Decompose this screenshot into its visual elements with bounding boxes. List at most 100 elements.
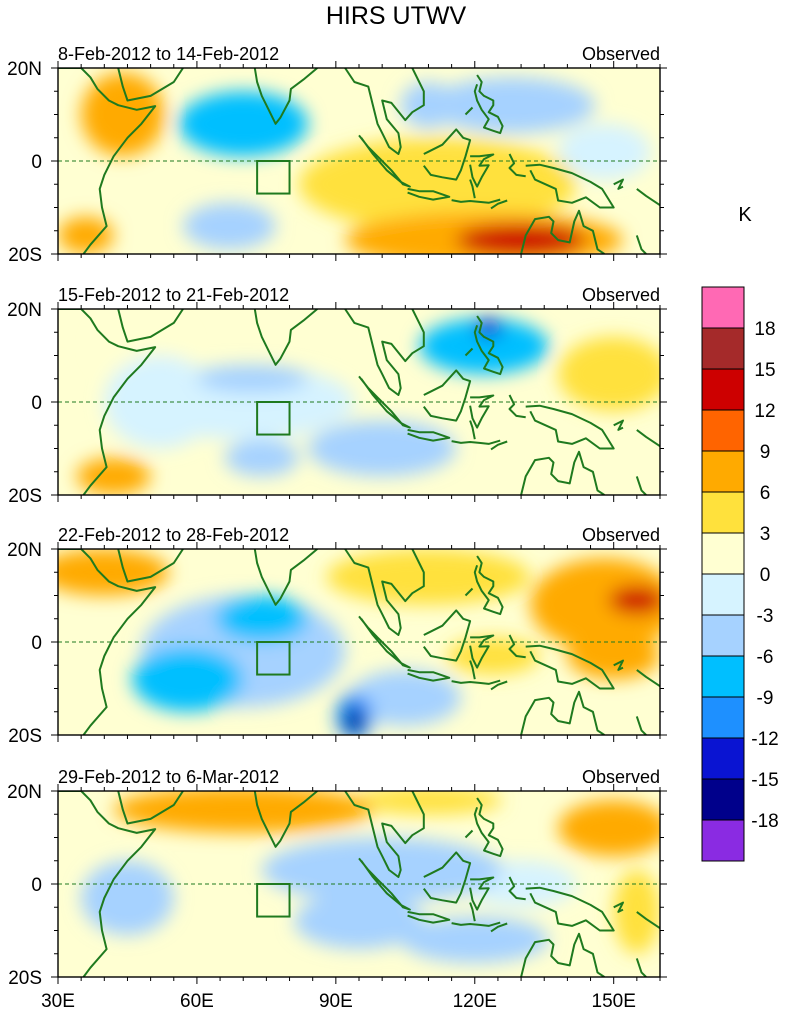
- coastline-lesser-sunda: [451, 679, 501, 685]
- coastline-sumatra: [358, 615, 411, 669]
- panel-observed-label: Observed: [582, 44, 660, 64]
- colorbar-tick-label: -18: [751, 811, 778, 832]
- coastline-india: [253, 309, 318, 366]
- colorbar-tick-label: -6: [757, 647, 774, 668]
- coastline-palawan: [464, 829, 474, 839]
- anomaly-blob: [474, 318, 503, 337]
- coastline-arabia: [117, 791, 184, 825]
- anomaly-blob: [456, 223, 586, 254]
- coastline-palawan: [464, 106, 474, 116]
- map-panel: 20N 0 20S 29-Feb-2012 to 6-Mar-2012 Observed: [7, 767, 667, 989]
- panel-observed-label: Observed: [582, 285, 660, 305]
- anomaly-blob: [76, 457, 151, 495]
- coastline-australia: [520, 932, 605, 977]
- colorbar-swatch: [701, 819, 745, 862]
- y-tick-label: 20S: [8, 726, 42, 747]
- colorbar-swatch: [701, 737, 745, 780]
- colorbar-swatch: [701, 696, 745, 739]
- colorbar-swatch: [701, 655, 745, 698]
- study-region-box: [256, 160, 291, 195]
- coastline-coral-sea: [635, 235, 647, 254]
- coastline-sulawesi-south: [469, 902, 476, 922]
- x-axis: 30E 60E 90E 120E 150E: [41, 991, 636, 1012]
- coastline-sumatra: [358, 134, 411, 188]
- panel-period-label: 8-Feb-2012 to 14-Feb-2012: [58, 44, 279, 64]
- coastline-coral-sea: [635, 716, 647, 735]
- coastline-halmahera: [508, 153, 526, 178]
- anomaly-blobs: [58, 549, 660, 735]
- map-panel: 20N 0 20S 15-Feb-2012 to 21-Feb-2012 Observe…: [7, 285, 667, 507]
- y-tick-label: 0: [31, 393, 42, 414]
- coastline-solomon-islands: [636, 911, 660, 930]
- anomaly-blob: [530, 558, 660, 652]
- anomaly-blob: [132, 646, 244, 712]
- y-tick-label: 0: [31, 633, 42, 654]
- anomaly-blob: [183, 202, 276, 250]
- coastline-new-britain: [613, 178, 624, 190]
- coastline-solomon-islands: [636, 669, 660, 688]
- y-tick-label: 20S: [8, 486, 42, 507]
- coastline-africa: [58, 68, 157, 254]
- anomaly-blob: [58, 549, 170, 596]
- y-tick-label: 20S: [8, 968, 42, 989]
- coastline-coral-sea: [635, 476, 647, 495]
- coastline-new-guinea: [525, 404, 615, 450]
- colorbar-swatch: [701, 614, 745, 657]
- anomaly-blob: [224, 439, 299, 477]
- colorbar: 18 15 12 9 6 3 0 -3 -6 -9 -12 -15 -18: [701, 286, 779, 862]
- y-tick-label: 0: [31, 152, 42, 173]
- coastline-indochina: [344, 309, 425, 396]
- y-tick-label: 0: [31, 875, 42, 896]
- colorbar-tick-label: 18: [754, 319, 775, 340]
- anomaly-blob: [326, 549, 531, 605]
- panel-period-label: 22-Feb-2012 to 28-Feb-2012: [58, 525, 289, 545]
- anomaly-blob: [354, 791, 503, 815]
- anomaly-blob: [308, 420, 457, 477]
- coastline-new-guinea: [525, 644, 615, 690]
- anomaly-blob: [419, 318, 549, 375]
- study-region-box: [256, 883, 291, 918]
- coastline-arabia: [117, 309, 184, 343]
- coastline-lesser-sunda: [451, 198, 501, 204]
- panel-period-label: 29-Feb-2012 to 6-Mar-2012: [58, 767, 279, 787]
- y-tick-label: 20N: [7, 782, 42, 803]
- anomaly-blob: [400, 81, 457, 129]
- anomaly-blob: [178, 91, 309, 157]
- coastline-borneo: [423, 369, 472, 422]
- panel-observed-label: Observed: [582, 525, 660, 545]
- coastline-philippines: [473, 797, 504, 858]
- coastline-borneo: [422, 851, 472, 904]
- colorbar-swatch: [701, 532, 745, 575]
- figure-title: HIRS UTWV: [326, 2, 467, 30]
- coastline-java: [407, 668, 451, 682]
- anomaly-blob: [349, 669, 461, 726]
- coastline-palawan: [464, 587, 474, 597]
- y-tick-label: 20S: [8, 245, 42, 266]
- coastline-arabia: [117, 68, 184, 102]
- anomaly-blob: [400, 916, 549, 964]
- coastlines: [58, 309, 660, 495]
- coastlines: [58, 791, 660, 977]
- y-tick-label: 20N: [7, 300, 42, 321]
- x-tick-label: 120E: [453, 991, 497, 1012]
- x-tick-label: 90E: [319, 991, 353, 1012]
- panels: 20N 0 20S 8-Feb-2012 to 14-Feb-2012 Observed…: [7, 44, 667, 989]
- coastline-coral-sea: [635, 958, 647, 977]
- x-tick-label: 30E: [41, 991, 75, 1012]
- coastline-sulawesi-south: [469, 179, 476, 199]
- coastline-new-britain: [613, 419, 624, 431]
- study-region-box: [256, 641, 291, 676]
- coastline-sulawesi-south: [469, 420, 476, 440]
- coastline-lesser-sunda: [451, 921, 501, 927]
- coastline-indochina: [344, 791, 425, 878]
- coastline-africa: [58, 791, 157, 977]
- anomaly-blob: [345, 707, 364, 735]
- coastline-sumatra: [358, 375, 411, 429]
- coastline-timor: [490, 922, 508, 933]
- coastline-java: [407, 910, 451, 924]
- coastline-philippines: [473, 555, 504, 616]
- coastline-africa: [58, 309, 157, 495]
- coastline-timor: [490, 199, 508, 210]
- anomaly-blob: [558, 800, 660, 857]
- x-tick-label: 150E: [592, 991, 636, 1012]
